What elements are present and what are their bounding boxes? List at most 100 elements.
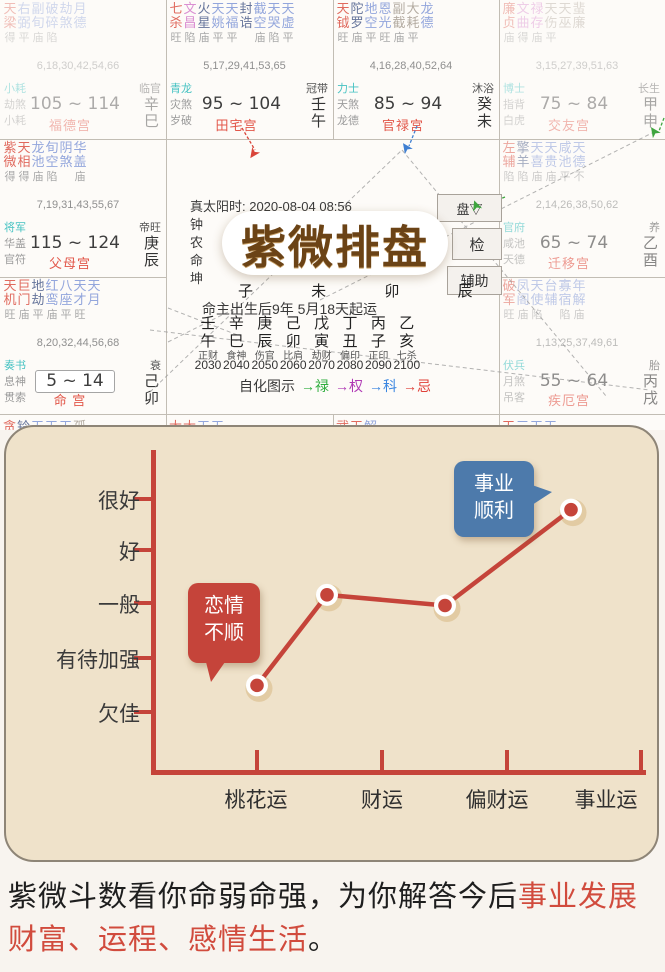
decade-range: 5 ~ 14 bbox=[26, 370, 124, 393]
decade-range: 85 ~ 94 bbox=[359, 94, 457, 114]
palace-田宅宫[interactable]: 七杀旺文昌陷火星庙天姚平天福平封诰 截空庙天哭陷天虚平 5,17,29,41,53… bbox=[166, 0, 333, 139]
star-brightness: 陷 bbox=[503, 171, 515, 183]
star-brightness: 庙 bbox=[351, 32, 363, 44]
age-numbers: 6,18,30,42,54,66 bbox=[36, 60, 120, 72]
god-label: 小耗 bbox=[4, 83, 26, 95]
promo-text: 紫微斗数看你命弱命强，为你解答今后事业发展财富、运程、感情生活。 bbox=[8, 876, 658, 962]
star-char: 天 bbox=[350, 419, 364, 430]
zihua-item: →忌 bbox=[403, 378, 431, 394]
palace-partial[interactable]: 武天解 bbox=[333, 414, 499, 430]
palace-partial[interactable]: 贪铃天天天孤 bbox=[0, 414, 166, 430]
star-brightness: 庙 bbox=[46, 309, 58, 321]
tool-button[interactable]: 检 bbox=[452, 228, 502, 260]
star-char: 解 bbox=[572, 292, 586, 307]
star-brightness bbox=[239, 31, 253, 45]
star-column: 凤阁庙 bbox=[516, 279, 530, 322]
callout-career-good: 事业 顺利 bbox=[454, 461, 552, 537]
promo-part-red: 财富、运程、感情生活 bbox=[8, 924, 309, 956]
gods-column: 小耗 劫煞 小耗 bbox=[4, 81, 26, 129]
four-branches-row: 子 未 卯 辰 bbox=[238, 283, 500, 300]
star-char: 杀 bbox=[169, 15, 183, 30]
star-char: 华 bbox=[73, 140, 87, 155]
palace-疾厄宫[interactable]: 破军旺凤阁庙天使陷台辅 寡宿陷年解庙 1,13,25,37,49,61 伏兵 月煞 吊客… bbox=[499, 277, 665, 414]
star-brightness: 庙 bbox=[531, 171, 543, 183]
life-stage: 临官 bbox=[139, 83, 161, 95]
palace-partial[interactable]: 太太天天 bbox=[166, 414, 333, 430]
god-label: 岁破 bbox=[170, 115, 192, 127]
star-char: 铃 bbox=[17, 419, 32, 430]
god-label: 华盖 bbox=[4, 238, 26, 250]
birth-info-fragment: 命 bbox=[190, 253, 204, 268]
ziwei-paipan-logo: 紫微排盘 bbox=[222, 211, 448, 275]
star-char: 截 bbox=[253, 1, 267, 16]
star-char: 池 bbox=[558, 154, 572, 169]
palace-父母宫[interactable]: 紫微得天相得龙池庙旬空陷阴煞 华盖庙 7,19,31,43,55,67 将军 华盖 官符… bbox=[0, 139, 166, 277]
star-char: 恩 bbox=[378, 1, 392, 16]
star-char: 碎 bbox=[45, 15, 59, 30]
decade-year: 2070 bbox=[308, 358, 335, 372]
star-char: 七 bbox=[169, 1, 183, 16]
star-column: 天伤平 bbox=[544, 2, 558, 45]
callout-line: 恋情 bbox=[204, 595, 244, 617]
palace-福德宫[interactable]: 天梁得右弼平副旬庙破碎陷劫煞 月德 6,18,30,42,54,66 小耗 劫煞 小耗… bbox=[0, 0, 166, 139]
star-char: 才 bbox=[73, 292, 87, 307]
star-char: 天 bbox=[558, 1, 572, 16]
decade-year: 2040 bbox=[223, 358, 250, 372]
star-char: 喜 bbox=[530, 154, 544, 169]
star-char: 三 bbox=[516, 419, 530, 430]
grid-line bbox=[166, 414, 167, 430]
star-column: 阴煞 bbox=[59, 141, 73, 184]
decade-range-value: 55 ~ 64 bbox=[539, 371, 609, 391]
star-char: 文 bbox=[516, 1, 530, 16]
god-label: 息神 bbox=[4, 376, 26, 388]
palace-partial[interactable]: 天三天天 bbox=[499, 414, 665, 430]
star-char: 红 bbox=[45, 278, 59, 293]
flying-star-arrow: ➤ bbox=[395, 137, 417, 158]
star-char: 虚 bbox=[281, 15, 295, 30]
tool-button[interactable]: 盘▽ bbox=[437, 194, 502, 222]
age-numbers: 7,19,31,43,55,67 bbox=[36, 199, 120, 211]
grid-line bbox=[0, 277, 166, 278]
star-column: 右弼平 bbox=[17, 2, 31, 45]
palace-迁移宫[interactable]: 左辅陷擎羊陷天喜庙天贵庙咸池平天德不 2,14,26,38,50,62 官府 咸池 天德… bbox=[499, 139, 665, 277]
star-char: 天 bbox=[45, 419, 59, 430]
palace-name: 官禄宫 bbox=[381, 118, 424, 133]
decade-range: 115 ~ 124 bbox=[26, 233, 124, 253]
star-column: 蜚廉 bbox=[572, 2, 586, 45]
palace-官禄宫[interactable]: 天钺旺陀罗庙地空平恩光旺副截庙大耗平龙德 4,16,28,40,52,64 力士天… bbox=[333, 0, 499, 139]
star-char: 巨 bbox=[17, 278, 31, 293]
star-brightness: 庙 bbox=[503, 32, 515, 44]
earthly-branch: 卯 bbox=[143, 390, 159, 407]
star-char: 昌 bbox=[183, 15, 197, 30]
star-brightness: 旺 bbox=[503, 309, 515, 321]
star-list: 贪铃天天天孤 bbox=[3, 416, 87, 430]
star-char: 钺 bbox=[336, 15, 350, 30]
palace-命 宫[interactable]: 天机旺巨门庙地劫平红鸾庙八座平天才旺天月 8,20,32,44,56,68 奏书息… bbox=[0, 277, 166, 414]
star-brightness: 陷 bbox=[559, 309, 571, 321]
star-brightness: 旺 bbox=[379, 32, 391, 44]
star-char: 寡 bbox=[558, 278, 572, 293]
decade-range: 105 ~ 114 bbox=[26, 94, 124, 114]
star-list: 太太天天 bbox=[169, 416, 225, 430]
star-brightness: 庙 bbox=[254, 32, 266, 44]
god-label: 龙德 bbox=[337, 115, 359, 127]
zihua-item: →权 bbox=[335, 378, 363, 394]
star-brightness: 平 bbox=[545, 32, 557, 44]
star-char: 封 bbox=[239, 1, 253, 16]
star-char: 诰 bbox=[239, 15, 253, 30]
star-column: 破碎陷 bbox=[45, 2, 59, 45]
star-list: 天三天天 bbox=[502, 416, 558, 430]
star-char: 廉 bbox=[502, 1, 516, 16]
star-column: 破军旺 bbox=[502, 279, 516, 322]
star-brightness: 庙 bbox=[573, 309, 585, 321]
decade-range-value: 65 ~ 74 bbox=[539, 233, 609, 253]
earthly-branch: 辰 bbox=[143, 252, 159, 269]
palace-交友宫[interactable]: 廉贞庙文曲得禄存庙天伤平天巫 蜚廉 3,15,27,39,51,63 博士 指背 白虎… bbox=[499, 0, 665, 139]
star-brightness: 得 bbox=[4, 32, 16, 44]
star-column: 劫煞 bbox=[59, 2, 73, 45]
star-char: 天 bbox=[31, 419, 45, 430]
god-label: 贯索 bbox=[4, 392, 26, 404]
star-char: 星 bbox=[197, 15, 211, 30]
star-char: 蜚 bbox=[572, 1, 586, 16]
star-column: 台辅 bbox=[544, 279, 558, 322]
